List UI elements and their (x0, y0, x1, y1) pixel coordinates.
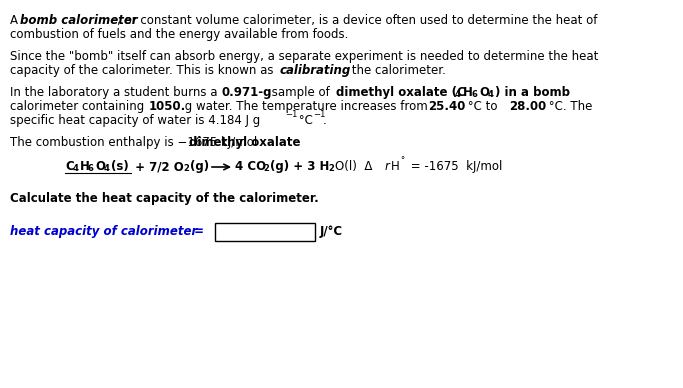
Text: 1050.: 1050. (149, 100, 186, 113)
Text: dimethyl oxalate: dimethyl oxalate (189, 136, 301, 149)
Text: =: = (190, 225, 204, 238)
Text: 4: 4 (455, 90, 461, 99)
Text: O(l)  Δ: O(l) Δ (335, 160, 372, 173)
Text: 4: 4 (73, 164, 79, 173)
Text: dimethyl oxalate (C: dimethyl oxalate (C (336, 86, 466, 99)
Text: = -1675  kJ/mol: = -1675 kJ/mol (407, 160, 503, 173)
Text: combustion of fuels and the energy available from foods.: combustion of fuels and the energy avail… (10, 28, 348, 41)
Text: H: H (80, 160, 90, 173)
Text: the calorimeter.: the calorimeter. (348, 64, 446, 77)
Text: bomb calorimeter: bomb calorimeter (20, 14, 138, 27)
Text: ) in a bomb: ) in a bomb (495, 86, 570, 99)
Text: (g): (g) (190, 160, 209, 173)
Text: −1: −1 (313, 110, 326, 119)
Text: 2: 2 (328, 164, 334, 173)
Text: r: r (385, 160, 390, 173)
Text: 6: 6 (88, 164, 94, 173)
Text: −1: −1 (285, 110, 298, 119)
Text: calorimeter containing: calorimeter containing (10, 100, 148, 113)
Text: H: H (391, 160, 400, 173)
Text: Since the "bomb" itself can absorb energy, a separate experiment is needed to de: Since the "bomb" itself can absorb energ… (10, 50, 598, 63)
Text: O: O (95, 160, 105, 173)
Text: 6: 6 (472, 90, 478, 99)
Text: .: . (289, 136, 293, 149)
Text: A: A (10, 14, 22, 27)
Text: In the laboratory a student burns a: In the laboratory a student burns a (10, 86, 221, 99)
Text: °: ° (400, 156, 404, 165)
Text: heat capacity of calorimeter: heat capacity of calorimeter (10, 225, 197, 238)
Text: 28.00: 28.00 (509, 100, 546, 113)
Text: 4: 4 (104, 164, 110, 173)
Text: J/°C: J/°C (320, 225, 343, 238)
Text: 2: 2 (183, 164, 189, 173)
Text: 2: 2 (263, 164, 269, 173)
Text: .: . (323, 114, 326, 127)
Text: , or constant volume calorimeter, is a device often used to determine the heat o: , or constant volume calorimeter, is a d… (117, 14, 598, 27)
Text: 4 CO: 4 CO (235, 160, 266, 173)
Text: (s): (s) (111, 160, 129, 173)
Text: calibrating: calibrating (280, 64, 351, 77)
Text: The combustion enthalpy is −1675 kJ/mol: The combustion enthalpy is −1675 kJ/mol (10, 136, 261, 149)
Text: + 7/2 O: + 7/2 O (131, 160, 184, 173)
Text: 4: 4 (488, 90, 494, 99)
Text: °C. The: °C. The (545, 100, 592, 113)
Text: g water. The temperature increases from: g water. The temperature increases from (181, 100, 432, 113)
Text: capacity of the calorimeter. This is known as: capacity of the calorimeter. This is kno… (10, 64, 277, 77)
Text: °C: °C (295, 114, 313, 127)
Text: H: H (463, 86, 473, 99)
Text: C: C (65, 160, 74, 173)
Text: O: O (479, 86, 489, 99)
Text: (g) + 3 H: (g) + 3 H (270, 160, 329, 173)
Text: 25.40: 25.40 (428, 100, 465, 113)
Bar (215, 223, 315, 241)
Text: sample of: sample of (268, 86, 333, 99)
Text: °C to: °C to (464, 100, 501, 113)
Text: 0.971-g: 0.971-g (222, 86, 273, 99)
Text: Calculate the heat capacity of the calorimeter.: Calculate the heat capacity of the calor… (10, 192, 319, 205)
Text: specific heat capacity of water is 4.184 J g: specific heat capacity of water is 4.184… (10, 114, 260, 127)
